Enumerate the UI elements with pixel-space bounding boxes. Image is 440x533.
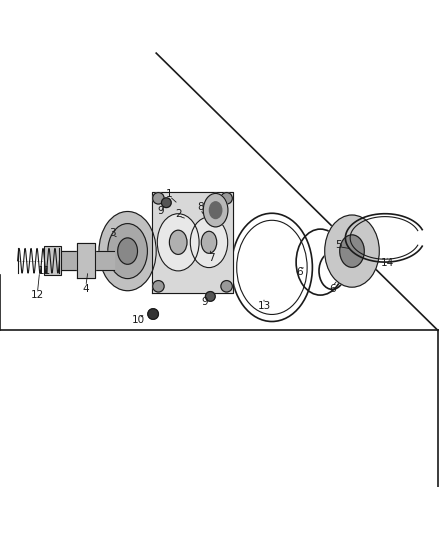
Text: 2: 2 (175, 209, 182, 219)
Ellipse shape (158, 214, 199, 271)
Text: 9: 9 (157, 206, 164, 216)
Text: 5: 5 (335, 240, 342, 251)
Text: 3: 3 (109, 229, 116, 238)
Ellipse shape (203, 193, 228, 227)
Ellipse shape (108, 224, 147, 279)
Text: 6: 6 (296, 267, 303, 277)
Text: 11: 11 (37, 266, 51, 276)
Ellipse shape (340, 235, 364, 268)
Text: 7: 7 (208, 253, 215, 263)
Bar (44, 246, 61, 276)
Circle shape (205, 292, 215, 301)
Text: 8: 8 (197, 202, 204, 212)
Text: 4: 4 (82, 284, 89, 294)
Circle shape (161, 198, 171, 207)
Ellipse shape (209, 202, 222, 219)
Text: 12: 12 (31, 290, 44, 300)
Polygon shape (152, 192, 233, 293)
Ellipse shape (99, 212, 156, 290)
Ellipse shape (118, 238, 137, 264)
Text: 1: 1 (166, 189, 173, 199)
Ellipse shape (325, 215, 379, 287)
Text: 10: 10 (132, 315, 145, 325)
Circle shape (221, 192, 232, 204)
Text: 6: 6 (329, 284, 336, 294)
Text: 14: 14 (381, 258, 394, 268)
Text: 9: 9 (201, 297, 208, 306)
Text: 13: 13 (257, 301, 271, 311)
Ellipse shape (202, 231, 216, 253)
Ellipse shape (190, 217, 228, 268)
Circle shape (153, 280, 164, 292)
Polygon shape (77, 243, 95, 278)
Ellipse shape (169, 230, 187, 254)
Circle shape (153, 192, 164, 204)
Circle shape (221, 280, 232, 292)
Circle shape (148, 309, 158, 319)
